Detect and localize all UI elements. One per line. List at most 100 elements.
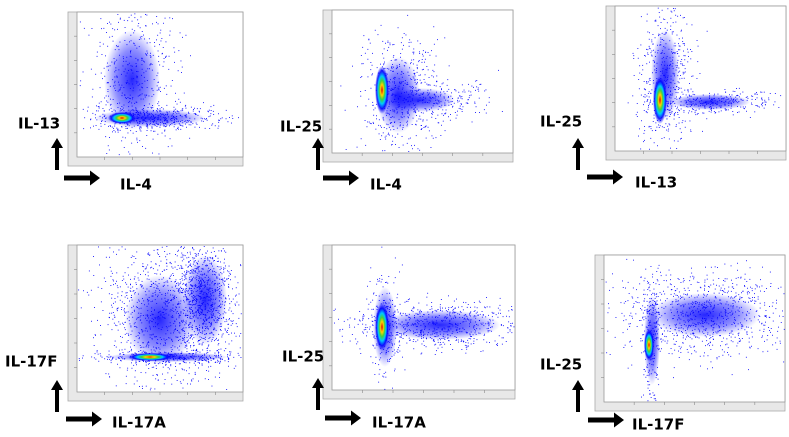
event-dot — [437, 309, 439, 310]
event-dot — [459, 95, 460, 97]
event-dot — [122, 352, 124, 353]
event-dot — [648, 126, 650, 128]
event-dot — [431, 113, 433, 114]
event-dot — [470, 311, 472, 313]
event-dot — [423, 340, 425, 342]
event-dot — [682, 41, 684, 42]
event-dot — [633, 75, 635, 76]
event-dot — [658, 127, 660, 128]
event-dot — [196, 123, 198, 125]
event-dot — [139, 127, 140, 129]
event-dot — [455, 117, 457, 119]
event-dot — [454, 112, 456, 113]
event-dot — [82, 355, 84, 357]
event-dot — [356, 146, 358, 148]
event-dot — [435, 343, 437, 345]
event-dot — [100, 301, 102, 303]
event-dot — [411, 124, 413, 125]
event-dot — [675, 126, 677, 127]
event-dot — [751, 104, 753, 105]
event-dot — [677, 112, 679, 113]
event-dot — [115, 346, 117, 348]
event-dot — [421, 82, 423, 84]
event-dot — [226, 279, 228, 281]
event-dot — [154, 388, 156, 390]
event-dot — [643, 104, 644, 106]
event-dot — [370, 62, 372, 63]
event-dot — [215, 339, 217, 341]
event-dot — [95, 334, 96, 336]
event-dot — [457, 97, 459, 99]
event-dot — [108, 354, 110, 356]
event-dot — [737, 112, 738, 113]
event-dot — [118, 321, 120, 323]
event-dot — [755, 99, 756, 100]
event-dot — [430, 147, 432, 148]
event-dot — [426, 83, 428, 85]
event-dot — [208, 109, 210, 111]
event-dot — [129, 290, 131, 292]
event-dot — [146, 14, 148, 16]
event-dot — [208, 366, 209, 368]
event-dot — [465, 302, 467, 304]
event-dot — [112, 318, 114, 320]
event-dot — [235, 295, 236, 297]
event-dot — [79, 359, 80, 361]
event-dot — [478, 97, 480, 99]
event-dot — [208, 116, 210, 118]
event-dot — [387, 42, 389, 43]
event-dot — [446, 84, 448, 86]
event-dot — [214, 125, 216, 127]
event-dot — [141, 280, 143, 282]
event-dot — [109, 376, 110, 378]
event-dot — [108, 293, 110, 295]
event-dot — [374, 29, 376, 31]
event-dot — [98, 360, 100, 362]
event-dot — [650, 99, 651, 101]
event-dot — [121, 246, 123, 248]
event-dot — [157, 254, 159, 255]
event-dot — [219, 363, 221, 364]
event-dot — [508, 310, 510, 312]
event-dot — [126, 292, 128, 294]
event-dot — [488, 101, 490, 103]
event-dot — [164, 129, 166, 131]
event-dot — [96, 350, 98, 352]
event-dot — [442, 120, 444, 122]
event-dot — [502, 325, 504, 327]
event-dot — [680, 75, 681, 76]
event-dot — [239, 347, 241, 349]
event-dot — [228, 365, 229, 367]
event-dot — [212, 247, 214, 249]
event-dot — [652, 43, 654, 45]
event-dot — [385, 42, 386, 44]
event-dot — [420, 353, 422, 355]
event-dot — [359, 320, 361, 322]
event-dot — [223, 271, 225, 273]
event-dot — [752, 95, 754, 97]
event-dot — [392, 140, 394, 142]
event-dot — [683, 50, 684, 52]
event-dot — [179, 363, 181, 365]
event-dot — [669, 124, 671, 126]
event-dot — [424, 81, 426, 83]
event-dot — [661, 126, 663, 128]
event-dot — [694, 110, 696, 112]
event-dot — [413, 53, 415, 55]
event-dot — [678, 45, 680, 47]
event-dot — [397, 133, 399, 135]
event-dot — [678, 38, 680, 40]
event-dot — [418, 118, 420, 120]
event-dot — [117, 363, 118, 365]
event-dot — [474, 101, 476, 103]
event-dot — [121, 140, 123, 142]
event-dot — [181, 273, 183, 275]
event-dot — [640, 94, 642, 96]
event-dot — [409, 339, 411, 341]
event-dot — [107, 23, 108, 24]
event-dot — [227, 121, 229, 123]
event-dot — [190, 55, 191, 57]
event-dot — [637, 48, 639, 49]
event-dot — [736, 88, 737, 89]
event-dot — [195, 361, 196, 362]
